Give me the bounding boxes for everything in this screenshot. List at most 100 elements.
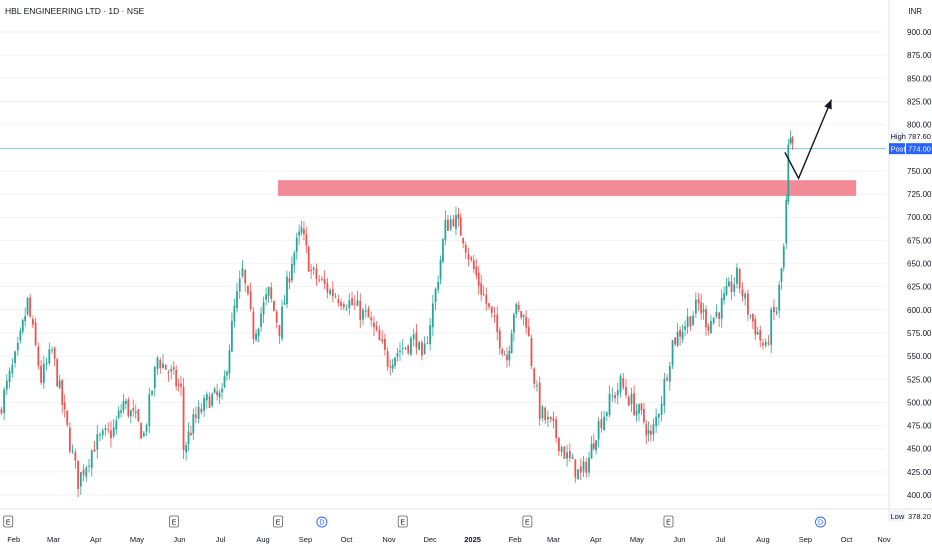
candle-body: [231, 321, 233, 352]
candle-body: [759, 329, 762, 341]
candle-body: [475, 266, 478, 276]
candle-body: [603, 416, 605, 431]
candle-body: [140, 423, 142, 439]
candle-body: [608, 393, 611, 415]
candle-body: [216, 391, 219, 396]
price-tag-value: 774.00: [908, 145, 931, 154]
candle-body: [426, 343, 429, 345]
candle-body: [156, 357, 159, 370]
candle-body: [640, 403, 643, 411]
candle-body: [255, 333, 257, 341]
candle-body: [283, 302, 286, 305]
candle-body: [645, 424, 648, 436]
candle-body: [464, 244, 467, 253]
candle-body: [619, 376, 622, 393]
candle-body: [107, 429, 110, 431]
price-axis[interactable]: 900.00 875.00 850.00 825.00 800.00 750.00 725.…: [907, 28, 932, 500]
projection-arrow-path[interactable]: [784, 99, 833, 180]
candle-body: [82, 469, 85, 476]
candle-body: [749, 315, 752, 317]
candle-body: [544, 407, 547, 421]
candle-body: [247, 285, 249, 294]
candle-body: [718, 312, 721, 319]
candle-body: [723, 293, 726, 300]
candle-body: [787, 144, 790, 202]
earnings-marker-text: E: [276, 520, 281, 527]
candle-body: [77, 460, 79, 489]
candle-body: [577, 469, 579, 480]
earnings-marker-icon[interactable]: [3, 515, 14, 528]
candle-body: [58, 380, 61, 388]
candle-body: [293, 252, 296, 266]
candle-body: [652, 424, 655, 435]
candle-body: [318, 279, 321, 281]
x-tick-label: Nov: [382, 535, 396, 544]
earnings-marker-icon[interactable]: [663, 515, 674, 528]
earnings-marker-icon[interactable]: [397, 515, 408, 528]
candle-body: [16, 342, 19, 351]
candle-body: [747, 293, 749, 315]
candle-body: [159, 360, 162, 368]
candle-body: [63, 402, 66, 410]
candle-body: [8, 370, 11, 383]
candle-body: [663, 378, 666, 406]
candle-body: [420, 342, 423, 356]
candle-body: [37, 346, 40, 366]
y-tick-label: 500.00: [907, 398, 932, 407]
candle-body: [605, 412, 608, 416]
candle-body: [190, 432, 192, 436]
y-tick-label: 850.00: [907, 74, 932, 83]
price-tag-label-bg: [889, 130, 905, 142]
candle-body: [439, 259, 442, 280]
candle-body: [541, 406, 544, 419]
candle-body: [99, 434, 101, 436]
candle-body: [536, 385, 538, 387]
candle-body: [182, 386, 185, 450]
candle-body: [694, 299, 697, 314]
dividend-marker-icon[interactable]: [316, 516, 328, 528]
grid-lines: [0, 0, 932, 520]
candle-body: [712, 317, 715, 324]
candle-body: [162, 363, 164, 369]
candle-body: [396, 352, 399, 357]
candle-body: [630, 393, 633, 405]
x-tick-label: Aug: [756, 535, 769, 544]
x-tick-label: Jun: [673, 535, 685, 544]
candle-body: [110, 430, 112, 439]
candle-body: [228, 350, 231, 374]
dividend-marker-icon[interactable]: [815, 516, 826, 528]
candle-body: [66, 410, 69, 425]
x-tick-label: May: [630, 535, 644, 544]
candle-body: [707, 325, 710, 331]
resistance-zone[interactable]: [278, 180, 857, 196]
candle-body: [555, 419, 558, 438]
x-tick-label: Jul: [716, 535, 726, 544]
earnings-marker-icon[interactable]: [169, 515, 179, 528]
candle-body: [399, 350, 401, 353]
earnings-marker-text: E: [6, 520, 11, 527]
candle-body: [164, 364, 167, 370]
earnings-marker-icon[interactable]: [522, 515, 533, 528]
candle-body: [736, 267, 738, 284]
candle-body: [418, 342, 421, 350]
candle-body: [389, 366, 392, 368]
candle-body: [34, 322, 37, 346]
candle-body: [684, 326, 686, 330]
candle-body: [257, 328, 260, 337]
candle-body: [686, 316, 689, 328]
candle-body: [56, 359, 59, 387]
candle-body: [134, 411, 137, 414]
candle-body: [785, 199, 788, 244]
candle-body: [153, 367, 156, 389]
earnings-marker-icon[interactable]: [273, 515, 283, 528]
y-tick-label: 750.00: [907, 167, 932, 176]
y-tick-label: 425.00: [907, 468, 932, 477]
candle-body: [391, 364, 394, 369]
candle-body: [278, 324, 281, 336]
candle-body: [226, 371, 228, 376]
candle-body: [373, 322, 375, 328]
candle-body: [300, 227, 303, 233]
candle-body: [45, 362, 48, 364]
time-axis[interactable]: Feb Mar Apr May Jun Jul Aug Sep Oct Nov Dec 2025 Feb…: [7, 535, 891, 544]
